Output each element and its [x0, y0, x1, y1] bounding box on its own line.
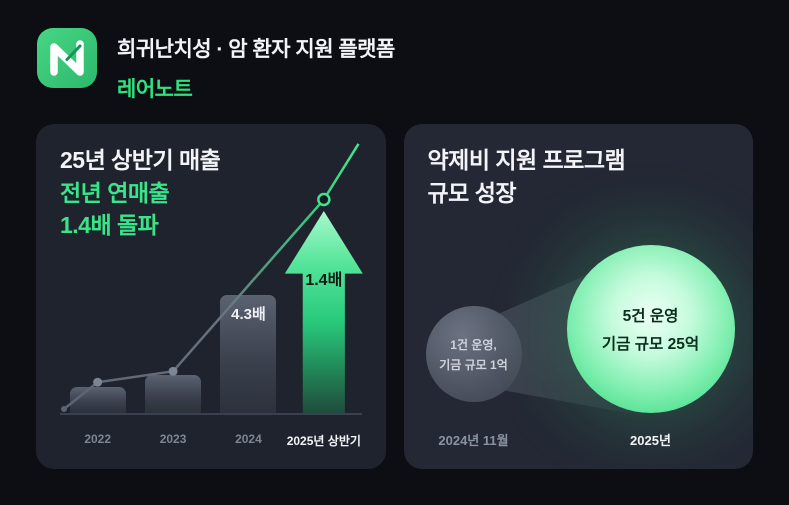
fund-title-line1: 약제비 지원 프로그램: [427, 147, 626, 173]
fund-card-title: 약제비 지원 프로그램 규모 성장: [428, 144, 626, 209]
bar-2023: [145, 375, 202, 413]
header: 희귀난치성 · 암 환자 지원 플랫폼 레어노트: [117, 33, 395, 103]
bubble-before-line2: 기금 규모 1억: [439, 357, 508, 372]
bubble-after-line2: 기금 규모 25억: [601, 336, 700, 353]
brand-name: 레어노트: [117, 78, 193, 101]
trend-line: [61, 143, 360, 413]
rarenote-logo-icon: [36, 27, 98, 89]
label-after-date: 2025년: [630, 433, 671, 448]
x-label-2023: 2023: [159, 432, 187, 446]
page-title: 희귀난치성 · 암 환자 지원 플랫폼: [117, 38, 395, 61]
revenue-card: 25년 상반기 매출 전년 연매출 1.4배 돌파 4.3배 1.4배: [36, 124, 386, 469]
revenue-card-title: 25년 상반기 매출 전년 연매출 1.4배 돌파: [60, 144, 221, 242]
bar-2022: [69, 387, 126, 413]
x-axis-labels: 2022 2023 2024 2025년 상반기: [60, 432, 362, 449]
revenue-title-line2: 전년 연매출: [60, 179, 170, 206]
bar-2024: 4.3배: [220, 295, 277, 413]
fund-growth-card: 약제비 지원 프로그램 규모 성장 1건 운영, 기금 규모 1억 5: [403, 124, 753, 469]
x-label-2025h1: 2025년 상반기: [286, 434, 361, 448]
bubble-before-line1: 1건 운영,: [450, 337, 497, 352]
bubble-after: 5건 운영 기금 규모 25억: [566, 245, 735, 413]
arrow-growth-label: 1.4배: [305, 272, 343, 289]
cards-row: 25년 상반기 매출 전년 연매출 1.4배 돌파 4.3배 1.4배: [36, 124, 753, 469]
bubble-before: 1건 운영, 기금 규모 1억: [425, 306, 522, 402]
arrow-label-wrap: 1.4배: [285, 198, 363, 400]
x-label-2024: 2024: [235, 432, 262, 446]
revenue-title-line1: 25년 상반기 매출: [60, 147, 221, 173]
x-label-2022: 2022: [84, 432, 112, 446]
label-before-date: 2024년 11월: [438, 433, 509, 448]
revenue-chart: 4.3배 1.4배: [60, 130, 363, 415]
revenue-title-line3: 1.4배 돌파: [60, 212, 159, 239]
bar-2024-label: 4.3배: [231, 306, 266, 323]
bubble-after-line1: 5건 운영: [622, 308, 679, 325]
fund-title-line2: 규모 성장: [427, 179, 517, 206]
